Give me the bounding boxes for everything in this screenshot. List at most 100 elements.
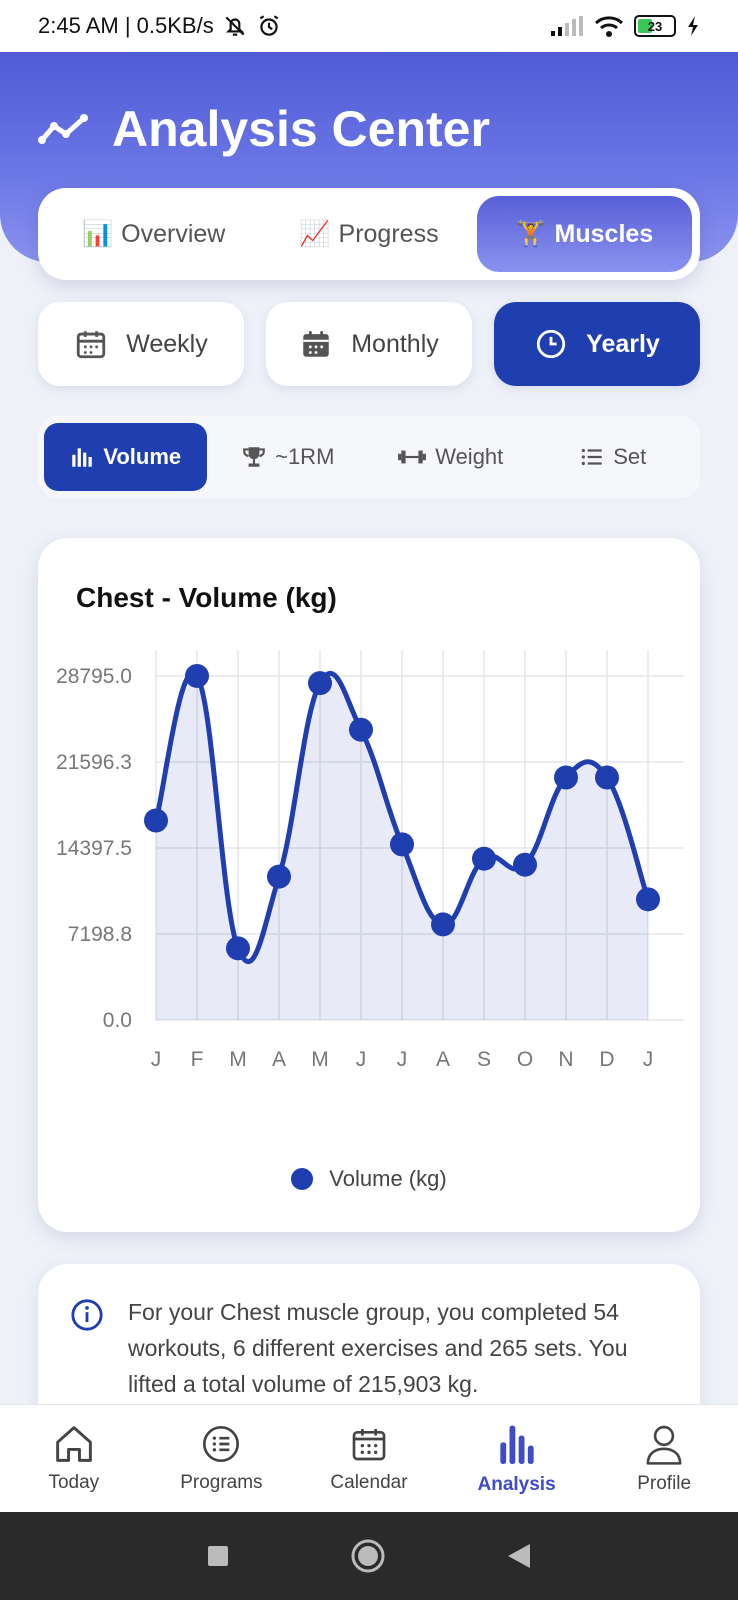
chart-card: Chest - Volume (kg) 28795.0 21596.3 14397.… <box>38 538 700 1232</box>
tab-overview-label: Overview <box>121 219 226 248</box>
x-tick-label: J <box>643 1048 654 1071</box>
y-tick-label: 14397.5 <box>56 837 132 860</box>
x-tick-label: S <box>477 1048 491 1071</box>
muscles-emoji-icon: 🏋 <box>515 219 547 248</box>
nav-analysis[interactable]: Analysis <box>443 1405 591 1512</box>
chart-legend[interactable]: Volume (kg) <box>38 1166 700 1192</box>
tab-muscles[interactable]: 🏋 Muscles <box>476 196 692 272</box>
list-circle-icon <box>203 1425 240 1462</box>
x-tick-label: A <box>272 1048 286 1071</box>
calendar-icon <box>352 1428 386 1460</box>
x-tick-label: O <box>517 1048 533 1071</box>
nav-calendar-label: Calendar <box>330 1471 408 1493</box>
nav-today[interactable]: Today <box>0 1405 148 1512</box>
page-title: Analysis Center <box>38 100 490 158</box>
clock-icon <box>536 329 566 359</box>
data-point <box>308 671 332 696</box>
data-point <box>185 663 209 688</box>
home-circle-icon[interactable] <box>350 1538 386 1574</box>
metric-set-label: Set <box>613 444 647 469</box>
data-point <box>554 765 578 790</box>
info-summary-text: For your Chest muscle group, you complet… <box>128 1299 628 1397</box>
x-tick-label: F <box>191 1048 204 1071</box>
metric-set-tab[interactable]: Set <box>532 423 695 491</box>
info-icon <box>71 1299 103 1331</box>
nav-today-label: Today <box>48 1471 100 1493</box>
period-monthly-button[interactable]: Monthly <box>266 302 472 386</box>
system-navigation-bar <box>0 1512 738 1600</box>
data-point <box>267 864 291 889</box>
y-tick-label: 7198.8 <box>68 923 132 946</box>
status-bar: 2:45 AM | 0.5KB/s 23 <box>0 0 738 52</box>
main-tabs: 📊 Overview 📈 Progress 🏋 Muscles <box>38 188 700 280</box>
x-tick-label: J <box>356 1048 367 1071</box>
status-time: 2:45 AM | 0.5KB/s <box>38 13 214 38</box>
bell-muted-icon <box>225 16 245 36</box>
progress-emoji-icon: 📈 <box>299 219 331 248</box>
nav-programs-label: Programs <box>180 1471 263 1493</box>
y-tick-label: 0.0 <box>103 1009 132 1032</box>
y-tick-label: 21596.3 <box>56 751 132 774</box>
chart-title: Chest - Volume (kg) <box>76 582 337 613</box>
x-tick-label: M <box>229 1048 247 1071</box>
metric-volume-tab[interactable]: Volume <box>44 423 207 491</box>
metric-weight-label: Weight <box>435 444 504 469</box>
bar-chart-icon <box>499 1425 534 1464</box>
period-yearly-button[interactable]: Yearly <box>494 302 700 386</box>
metric-1rm-label: ~1RM <box>275 444 335 469</box>
tab-overview[interactable]: 📊 Overview <box>46 196 261 272</box>
metric-volume-label: Volume <box>103 444 182 469</box>
user-icon <box>646 1425 682 1465</box>
battery-level: 23 <box>647 18 663 34</box>
x-tick-label: A <box>436 1048 450 1071</box>
nav-profile[interactable]: Profile <box>590 1405 738 1512</box>
page-title-text: Analysis Center <box>112 101 490 157</box>
data-point <box>472 846 496 871</box>
nav-calendar[interactable]: Calendar <box>295 1405 443 1512</box>
dumbbell-icon <box>398 450 427 464</box>
overview-emoji-icon: 📊 <box>82 219 114 248</box>
metric-selector: Volume ~1RM Weight Set <box>38 416 700 498</box>
metric-weight-tab[interactable]: Weight <box>369 423 532 491</box>
metric-1rm-tab[interactable]: ~1RM <box>207 423 370 491</box>
data-point <box>513 852 537 877</box>
series-line <box>153 670 651 965</box>
calendar-month-icon <box>303 331 329 357</box>
wifi-icon <box>594 16 624 37</box>
bar-chart-icon <box>72 448 93 467</box>
tab-progress[interactable]: 📈 Progress <box>261 196 476 272</box>
nav-programs[interactable]: Programs <box>148 1405 296 1512</box>
back-icon[interactable] <box>506 1542 532 1570</box>
tab-progress-label: Progress <box>338 219 439 248</box>
calendar-week-icon <box>77 331 106 359</box>
period-yearly-label: Yearly <box>586 329 660 358</box>
recent-apps-icon[interactable] <box>206 1544 230 1568</box>
data-point <box>144 808 168 833</box>
tab-muscles-label: Muscles <box>554 219 654 248</box>
data-point <box>226 936 250 961</box>
period-monthly-label: Monthly <box>351 329 439 358</box>
x-tick-label: J <box>151 1048 162 1071</box>
data-point <box>390 832 414 857</box>
home-icon <box>55 1425 92 1462</box>
x-tick-label: M <box>311 1048 329 1071</box>
alarm-icon <box>259 15 278 36</box>
x-tick-label: J <box>397 1048 408 1071</box>
data-point <box>349 717 373 742</box>
bottom-navigation: Today Programs Calendar Analysis Profile <box>0 1404 738 1512</box>
volume-line-chart[interactable]: 28795.0 21596.3 14397.5 7198.8 0.0 J F M A M J J A S O… <box>38 638 700 1158</box>
signal-icon <box>551 16 583 36</box>
period-weekly-button[interactable]: Weekly <box>38 302 244 386</box>
list-icon <box>581 448 602 466</box>
x-tick-label: D <box>599 1048 614 1071</box>
x-tick-label: N <box>558 1048 573 1071</box>
period-weekly-label: Weekly <box>126 329 208 358</box>
battery-indicator: 23 <box>634 15 676 37</box>
nav-profile-label: Profile <box>637 1472 692 1494</box>
nav-analysis-label: Analysis <box>477 1473 556 1495</box>
y-tick-label: 28795.0 <box>56 665 132 688</box>
data-point <box>595 765 619 790</box>
period-selector: Weekly Monthly Yearly <box>38 302 700 386</box>
data-point <box>431 912 455 937</box>
legend-marker <box>291 1168 314 1190</box>
